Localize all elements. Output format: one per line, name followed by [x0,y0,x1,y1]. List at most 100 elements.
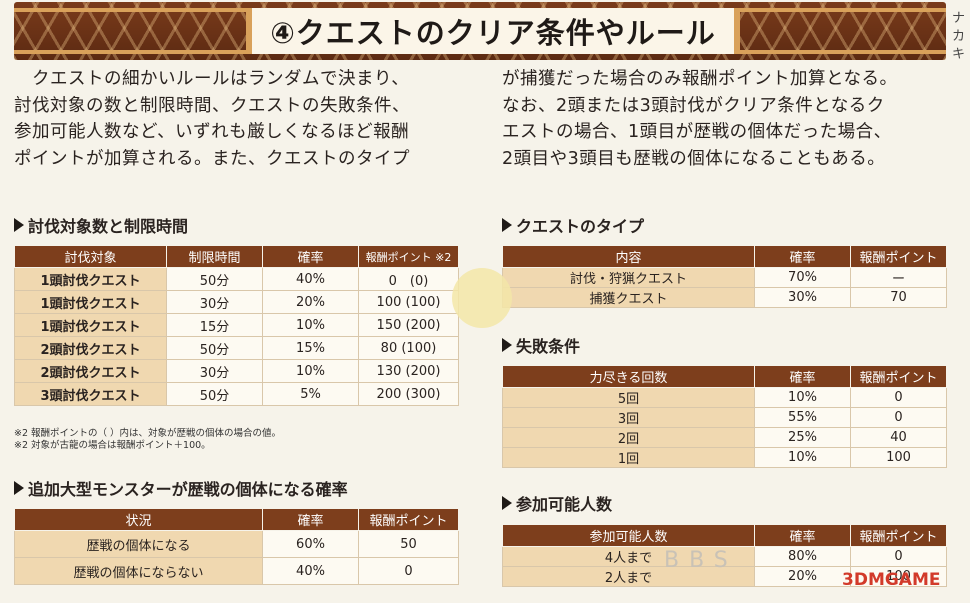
para-line: 2頭目や3頭目も歴戦の個体になることもある。 [502,148,886,169]
para-line: ポイントが加算される。また、クエストのタイプ [14,148,410,169]
heading-text: 失敗条件 [516,337,581,356]
table-row: 1回 10% 100 [502,447,947,468]
heading-triangle-icon [502,496,512,510]
table-row: 1頭討伐クエスト 15分 10% 150 (200) [14,313,459,337]
heading-triangle-icon [502,218,512,232]
table4-heading: 失敗条件 [502,333,580,357]
table-row: 2頭討伐クエスト 30分 10% 130 (200) [14,359,459,383]
cell: 100 [850,447,947,468]
cell: 5% [262,382,359,406]
table-kill-count: 討伐対象 制限時間 確率 報酬ポイント ※2 1頭討伐クエスト 50分 40% … [14,245,459,406]
row-label: 4人まで [502,546,755,567]
header-cell: 状況 [14,508,263,531]
cell: 10% [262,359,359,383]
row-label: 2頭討伐クエスト [14,359,167,383]
bbs-watermark: BBS [664,548,738,573]
heading-triangle-icon [502,338,512,352]
heading-triangle-icon [14,481,24,495]
mascot-watermark-icon [452,268,512,328]
cell: 10% [754,447,851,468]
paragraph-right: が捕獲だった場合のみ報酬ポイント加算となる。 なお、2頭または3頭討伐がクリア条… [502,66,952,172]
table1-heading: 討伐対象数と制限時間 [14,213,188,237]
cell: 100 [850,566,947,587]
header-cell: 確率 [754,365,851,388]
cell: 30分 [166,290,263,314]
row-label: 1頭討伐クエスト [14,313,167,337]
row-label: 1回 [502,447,755,468]
cell: 80 (100) [358,336,459,360]
table-row: 3頭討伐クエスト 50分 5% 200 (300) [14,382,459,406]
cell: 0 [850,387,947,408]
cell: 20% [754,566,851,587]
header-cell: 力尽きる回数 [502,365,755,388]
header-cell: 確率 [262,508,359,531]
row-label: 3回 [502,407,755,428]
table-failure-conditions: 力尽きる回数 確率 報酬ポイント 5回 10% 0 3回 55% 0 2回 25… [502,365,947,468]
cell: 55% [754,407,851,428]
heading-text: 参加可能人数 [516,495,613,514]
cell: 40% [262,267,359,291]
table-quest-type: 内容 確率 報酬ポイント 討伐・狩猟クエスト 70% ー 捕獲クエスト 30% … [502,245,947,308]
cell: ー [850,267,947,288]
header-cell: 内容 [502,245,755,268]
site-watermark: 3DMGAME [842,570,941,590]
cell: 50 [358,530,459,558]
row-label: 3頭討伐クエスト [14,382,167,406]
table-header-row: 内容 確率 報酬ポイント [502,245,947,268]
cell: 0 [850,546,947,567]
cell: 60% [262,530,359,558]
table-row: 歴戦の個体になる 60% 50 [14,530,459,558]
header-cell: 討伐対象 [14,245,167,268]
table-header-row: 力尽きる回数 確率 報酬ポイント [502,365,947,388]
heading-text: 討伐対象数と制限時間 [28,217,189,236]
header-cell: 確率 [754,245,851,268]
header-cell: 制限時間 [166,245,263,268]
table-header-row: 参加可能人数 確率 報酬ポイント [502,524,947,547]
cell: 70% [754,267,851,288]
heading-triangle-icon [14,218,24,232]
cell: 0 (0) [358,267,459,291]
header-cell: 確率 [754,524,851,547]
table-tempered-chance: 状況 確率 報酬ポイント 歴戦の個体になる 60% 50 歴戦の個体にならない … [14,508,459,585]
cell: 150 (200) [358,313,459,337]
row-label: 2回 [502,427,755,448]
cell: 50分 [166,267,263,291]
row-label: 討伐・狩猟クエスト [502,267,755,288]
table3-heading: クエストのタイプ [502,213,644,237]
para-line: 討伐対象の数と制限時間、クエストの失敗条件、 [14,95,410,116]
para-line: が捕獲だった場合のみ報酬ポイント加算となる。 [502,69,898,89]
table-row: 討伐・狩猟クエスト 70% ー [502,267,947,288]
row-label: 捕獲クエスト [502,287,755,308]
table-row: 2頭討伐クエスト 50分 15% 80 (100) [14,336,459,360]
page-title: ④クエストのクリア条件やルール [270,16,716,50]
row-label: 2人まで [502,566,755,587]
table-row: 1頭討伐クエスト 50分 40% 0 (0) [14,267,459,291]
header-cell: 確率 [262,245,359,268]
cell: 50分 [166,382,263,406]
heading-text: クエストのタイプ [516,217,645,236]
para-line: なお、2頭または3頭討伐がクリア条件となるク [502,95,885,116]
cell: 10% [262,313,359,337]
header-cell: 報酬ポイント [850,245,947,268]
note-line: ※2 報酬ポイントの（ ）内は、対象が歴戦の個体の場合の値。 [14,428,282,439]
cell: 200 (300) [358,382,459,406]
table-header-row: 討伐対象 制限時間 確率 報酬ポイント ※2 [14,245,459,268]
cell: 30% [754,287,851,308]
table-row: 5回 10% 0 [502,387,947,408]
para-line: 参加可能人数など、いずれも厳しくなるほど報酬 [14,122,410,142]
cell: 50分 [166,336,263,360]
cell: 20% [262,290,359,314]
side-text: ナ カ キ [952,11,966,62]
cell: 0 [850,407,947,428]
cell: 10% [754,387,851,408]
note-line: ※2 対象が古龍の場合は報酬ポイント＋100。 [14,440,211,451]
para-line: クエストの細かいルールはランダムで決まり、 [14,69,410,89]
header-cell: 報酬ポイント ※2 [358,245,459,268]
header-cell: 報酬ポイント [850,524,947,547]
paragraph-left: クエストの細かいルールはランダムで決まり、 討伐対象の数と制限時間、クエストの失… [14,66,484,172]
cell: 130 (200) [358,359,459,383]
row-label: 歴戦の個体になる [14,530,263,558]
title-box: ④クエストのクリア条件やルール [246,8,740,54]
cell: 15% [262,336,359,360]
row-label: 2頭討伐クエスト [14,336,167,360]
